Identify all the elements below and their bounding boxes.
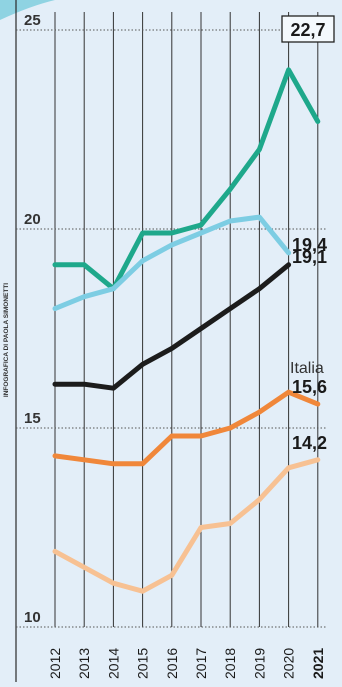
x-tick-label: 2014 <box>105 648 121 679</box>
x-tick-label: 2013 <box>76 648 92 679</box>
data-label: 19,1 <box>292 247 327 267</box>
series-line <box>52 262 292 391</box>
series-line <box>52 389 321 467</box>
series-name-label: Italia <box>290 360 324 377</box>
series-lines <box>52 67 321 594</box>
corner-decoration <box>0 0 55 20</box>
vertical-gridlines <box>54 12 319 627</box>
highlight-box <box>281 15 335 43</box>
data-label: 19,4 <box>292 235 327 255</box>
series-line <box>52 67 321 292</box>
x-tick-label: 2018 <box>222 648 238 679</box>
credit-text: INFOGRAFICA DI PAOLA SIMONETTI <box>3 283 10 397</box>
x-tick-label: 2021 <box>310 648 326 679</box>
x-tick-labels: 2012 2013 2014 2015 2016 2017 2018 2019 2020 2021 <box>47 648 326 679</box>
y-tick-label: 20 <box>24 211 41 228</box>
x-tick-label: 2015 <box>135 648 151 679</box>
y-tick-label: 15 <box>24 410 41 427</box>
x-tick-label: 2012 <box>47 648 63 679</box>
y-tick-label: 25 <box>24 12 41 29</box>
horizontal-gridlines <box>16 29 327 628</box>
data-label: 15,6 <box>292 377 327 397</box>
series-line <box>52 214 292 312</box>
data-label: 14,2 <box>292 433 327 453</box>
y-tick-label: 10 <box>24 609 41 626</box>
x-tick-label: 2017 <box>193 648 209 679</box>
x-tick-label: 2020 <box>281 648 297 679</box>
data-label: 22,7 <box>290 20 325 40</box>
x-tick-label: 2016 <box>164 648 180 679</box>
y-tick-labels: 10 15 20 25 <box>24 12 41 626</box>
series-line <box>52 457 321 594</box>
x-tick-label: 2019 <box>251 648 267 679</box>
